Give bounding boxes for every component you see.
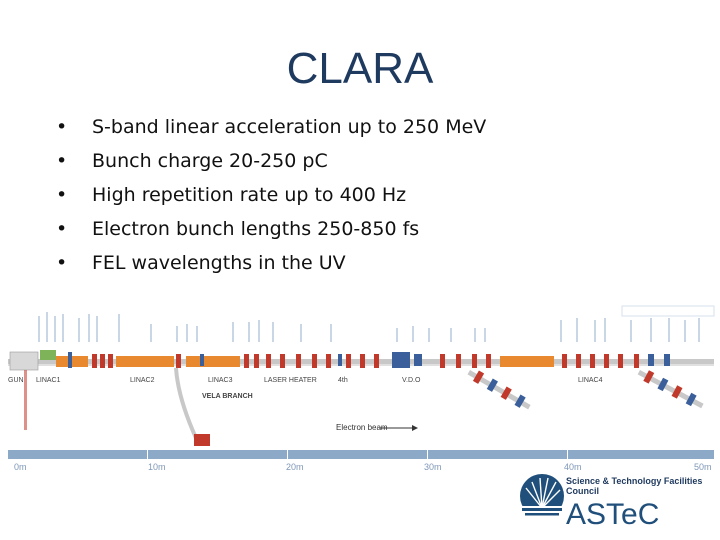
scale-bar-ticks — [147, 450, 568, 459]
scale-bar — [8, 450, 714, 459]
bullet-text: Bunch charge 20-250 pC — [92, 150, 328, 172]
dump-arm-2 — [637, 370, 704, 409]
clara-layout-diagram: GUN LINAC1 LINAC2 LINAC3 LASER HEATER 4t… — [8, 305, 715, 472]
logo-name: ASTeC — [566, 498, 660, 531]
bullet-item: • Bunch charge 20-250 pC — [56, 144, 486, 178]
label-4th: 4th — [338, 377, 348, 384]
gun-vertical-line — [24, 370, 27, 430]
bullet-dot: • — [56, 150, 68, 172]
bullet-dot: • — [56, 116, 68, 138]
vela-branch-line — [174, 367, 198, 439]
bullet-list: • S-band linear acceleration up to 250 Me… — [56, 110, 486, 280]
scale-label-0: 0m — [14, 462, 27, 472]
annotation-box — [621, 305, 715, 317]
bullet-dot: • — [56, 218, 68, 240]
linac4 — [500, 356, 554, 367]
bullet-text: Electron bunch lengths 250-850 fs — [92, 218, 420, 240]
bullet-text: High repetition rate up to 400 Hz — [92, 184, 407, 206]
scale-label-20: 20m — [286, 462, 304, 472]
sunburst-icon — [520, 474, 564, 520]
bullet-item: • Electron bunch lengths 250-850 fs — [56, 212, 486, 246]
annotation-ticks — [38, 312, 700, 342]
astec-logo-mark — [520, 474, 564, 520]
vela-dump — [194, 434, 210, 446]
label-linac3: LINAC3 — [208, 377, 233, 384]
logo-org-line: Science & Technology Facilities Council — [566, 476, 703, 496]
electron-beam-label: Electron beam — [336, 423, 388, 432]
slide-title: CLARA — [286, 44, 434, 93]
label-linac4: LINAC4 — [578, 377, 603, 384]
label-linac2: LINAC2 — [130, 377, 155, 384]
diagnostics — [68, 352, 670, 368]
label-gun: GUN — [8, 377, 24, 384]
scale-label-10: 10m — [148, 462, 166, 472]
label-vdo: V.D.O — [402, 377, 421, 384]
astec-logo-text: Science & Technology Facilities Council … — [566, 476, 720, 532]
scale-label-30: 30m — [424, 462, 442, 472]
bullet-text: S-band linear acceleration up to 250 MeV — [92, 116, 487, 138]
label-vela-branch: VELA BRANCH — [202, 393, 253, 400]
label-linac1: LINAC1 — [36, 377, 61, 384]
bullet-dot: • — [56, 252, 68, 274]
scale-label-50: 50m — [694, 462, 712, 472]
bullet-item: • FEL wavelengths in the UV — [56, 246, 486, 280]
scale-label-40: 40m — [564, 462, 582, 472]
label-laser-heater: LASER HEATER — [264, 377, 317, 384]
magnets — [92, 354, 639, 368]
gun-block — [9, 351, 39, 371]
arrow-head-icon — [412, 425, 418, 431]
dump-arm-1 — [467, 370, 531, 410]
bullet-item: • High repetition rate up to 400 Hz — [56, 178, 486, 212]
bullet-dot: • — [56, 184, 68, 206]
bullet-text: FEL wavelengths in the UV — [92, 252, 346, 274]
gun-green-block — [40, 350, 56, 360]
linac2 — [116, 356, 174, 367]
linac3 — [186, 356, 240, 367]
bullet-item: • S-band linear acceleration up to 250 Me… — [56, 110, 486, 144]
